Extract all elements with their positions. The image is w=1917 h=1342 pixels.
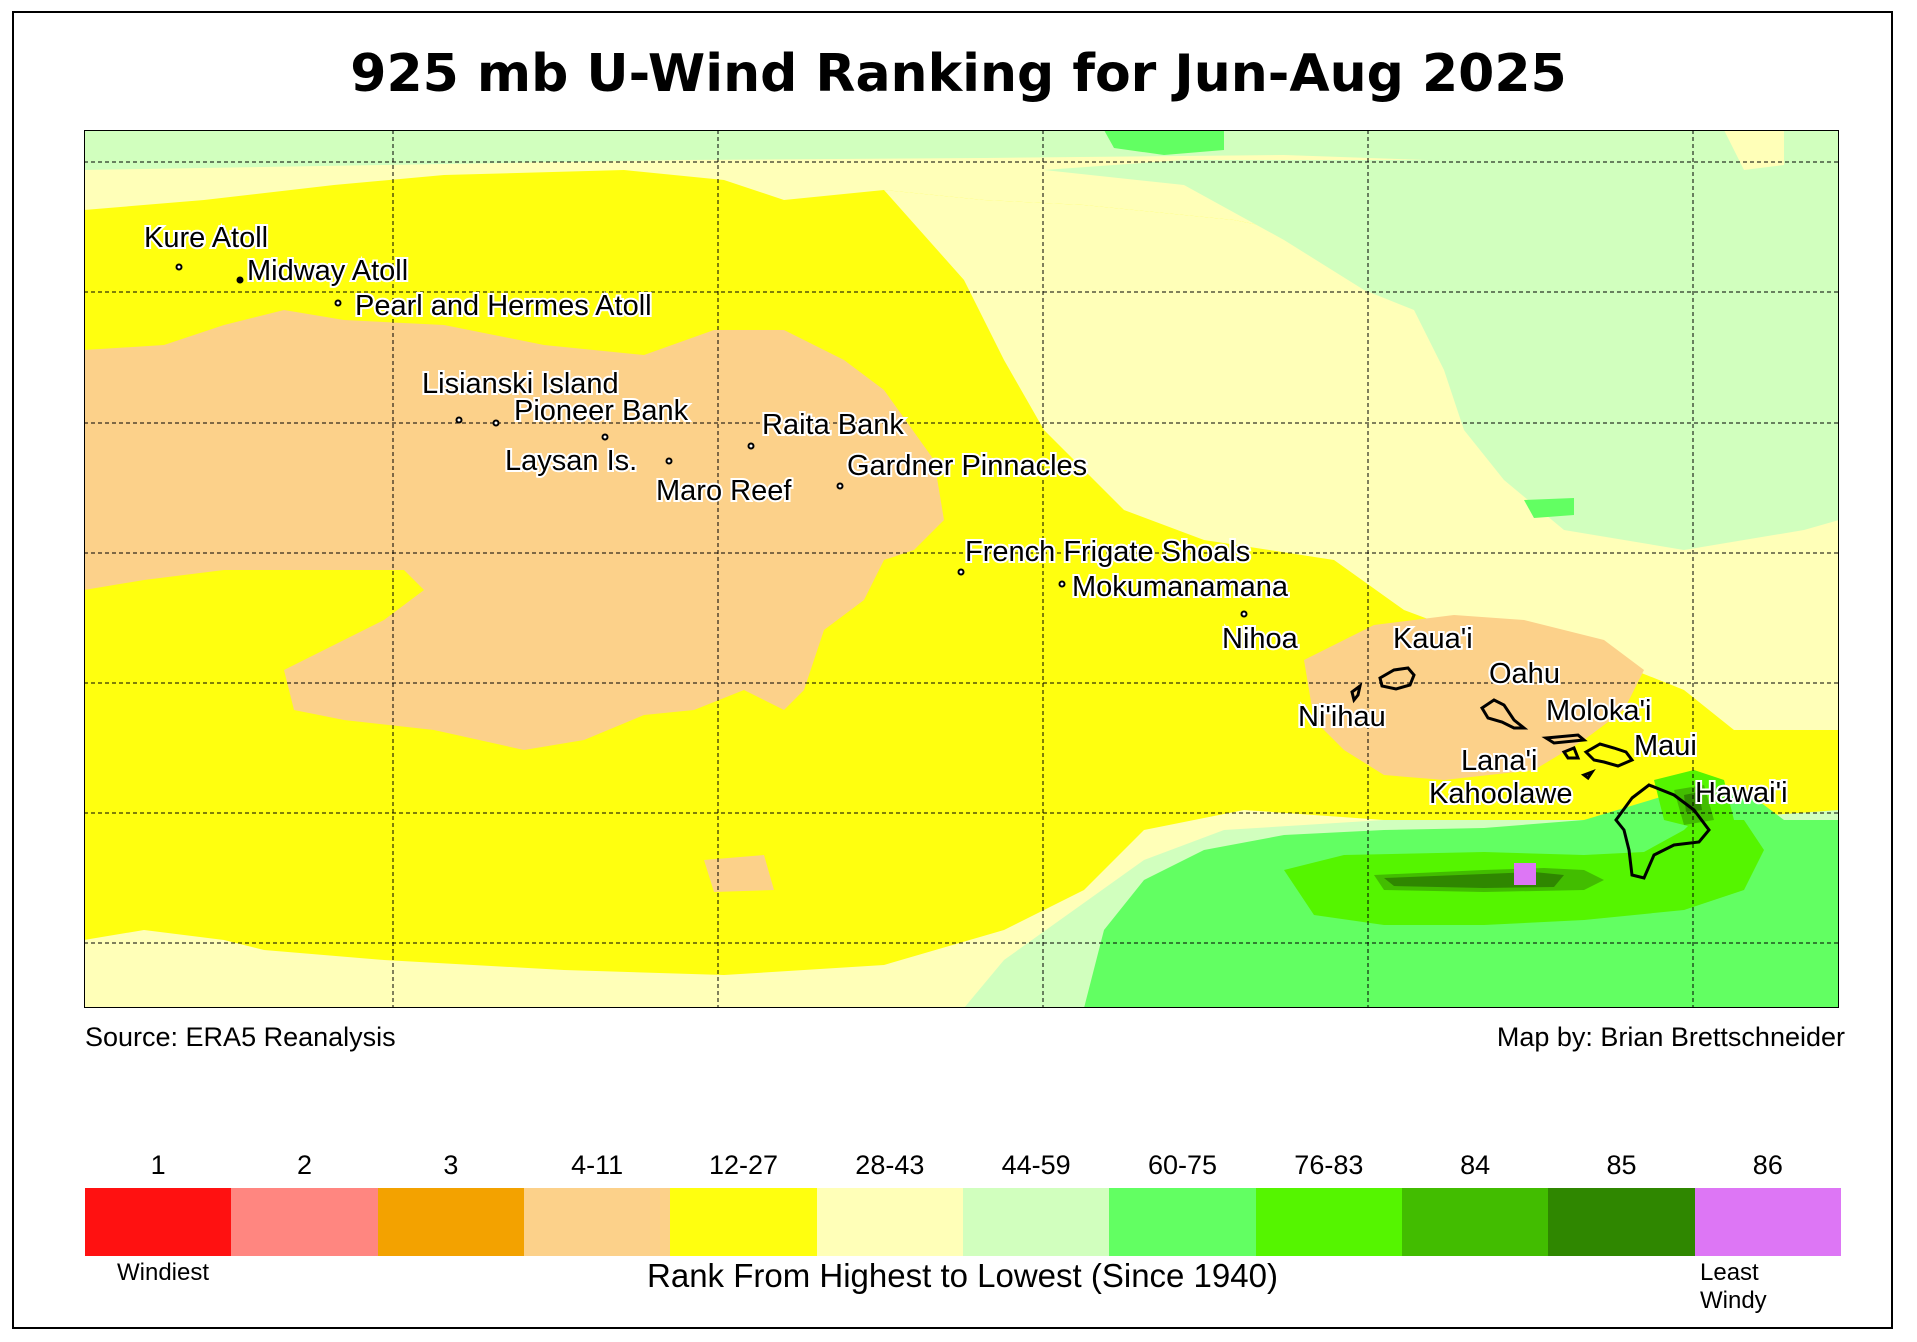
place-labels: Kure Atoll Midway Atoll Pearl and Hermes… (142, 220, 1790, 812)
place-markers (175, 263, 1248, 618)
legend-swatch-4 (523, 1188, 671, 1256)
legend-swatch-9 (1255, 1188, 1402, 1256)
legend-bin-label-1: 1 (150, 1150, 166, 1180)
legend-swatch-11 (1548, 1188, 1695, 1256)
region-4-11-south (704, 855, 774, 892)
hawaii-outline (1614, 783, 1711, 880)
legend-colorbar (85, 1188, 1841, 1256)
legend-swatch-5 (670, 1188, 817, 1256)
label-lisianski-island: Lisianski Island (422, 368, 619, 400)
label-oahu: Oahu (1489, 658, 1560, 690)
region-28-43-corner (1724, 130, 1784, 170)
label-pioneer-bank: Pioneer Bank (514, 395, 689, 427)
map-panel: Kure Atoll Midway Atoll Pearl and Hermes… (84, 130, 1839, 1008)
label-gardner-pinnacles: Gardner Pinnacles (847, 450, 1087, 482)
legend-bin-label-2: 2 (296, 1150, 313, 1180)
legend-high-label: Least Windy (1700, 1259, 1767, 1314)
region-4-11-west (84, 310, 944, 750)
label-nihoa: Nihoa (1222, 623, 1299, 655)
legend-swatch-1 (85, 1188, 232, 1256)
region-44-59-north (84, 130, 1839, 170)
label-laysan-is: Laysan Is. (505, 445, 637, 477)
label-niihau: Ni'ihau (1298, 701, 1386, 733)
legend-low-label: Windiest (117, 1259, 210, 1286)
legend-bin-label-7: 44-59 (1001, 1150, 1071, 1180)
legend-bin-label-4: 4-11 (571, 1150, 624, 1180)
label-lanai: Lana'i (1461, 745, 1538, 777)
legend-bin-label-9: 76-83 (1294, 1150, 1364, 1180)
label-midway-atoll: Midway Atoll (247, 255, 408, 287)
label-french-frigate-shoals: French Frigate Shoals (965, 536, 1250, 568)
source-note: Source: ERA5 Reanalysis (85, 1022, 396, 1052)
island-outlines (1350, 666, 1711, 880)
molokai-outline (1541, 733, 1588, 745)
legend-title: Rank From Highest to Lowest (Since 1940) (647, 1257, 1278, 1294)
region-4-11-east (1304, 615, 1644, 780)
label-kauai: Kaua'i (1393, 623, 1473, 655)
legend-swatch-7 (962, 1188, 1110, 1256)
figure-frame (12, 11, 1893, 1329)
legend-swatch-2 (231, 1188, 378, 1256)
label-molokai: Moloka'i (1546, 695, 1651, 727)
kahoolawe-outline (1580, 768, 1596, 781)
region-60-75-north (1104, 130, 1224, 155)
oahu-outline (1479, 698, 1529, 730)
graticule (84, 130, 1839, 1008)
legend-bin-label-8: 60-75 (1147, 1150, 1218, 1180)
label-kure-atoll: Kure Atoll (144, 222, 268, 254)
maui-outline (1583, 742, 1635, 768)
legend-swatch-12 (1694, 1188, 1841, 1256)
region-86 (1514, 863, 1536, 885)
label-maro-reef: Maro Reef (656, 475, 792, 507)
label-hawaii: Hawai'i (1695, 777, 1788, 809)
map-svg: Kure Atoll Midway Atoll Pearl and Hermes… (84, 130, 1839, 1008)
legend-swatch-6 (816, 1188, 963, 1256)
legend-bin-label-12: 86 (1752, 1150, 1783, 1180)
region-60-75-blotch (1524, 498, 1574, 518)
map-title: 925 mb U-Wind Ranking for Jun-Aug 2025 (350, 44, 1567, 104)
legend-swatch-3 (377, 1188, 524, 1256)
legend-bin-label-6: 28-43 (855, 1150, 925, 1180)
legend-bin-label-11: 85 (1606, 1150, 1637, 1180)
label-pearl-hermes-atoll: Pearl and Hermes Atoll (355, 290, 652, 322)
legend-bin-label-3: 3 (443, 1150, 459, 1180)
label-mokumanamana: Mokumanamana (1072, 571, 1289, 603)
credit-note: Map by: Brian Brettschneider (1496, 1022, 1845, 1052)
legend-swatch-10 (1401, 1188, 1549, 1256)
niihau-outline (1350, 682, 1363, 704)
lanai-outline (1561, 746, 1581, 760)
label-maui: Maui (1634, 730, 1697, 762)
region-28-43-east (884, 190, 1839, 730)
label-kahoolawe: Kahoolawe (1429, 778, 1573, 810)
legend-bin-label-5: 12-27 (708, 1150, 779, 1180)
legend-bin-label-10: 84 (1460, 1150, 1491, 1180)
label-raita-bank: Raita Bank (762, 409, 904, 441)
kauai-outline (1378, 666, 1416, 691)
legend-swatch-8 (1109, 1188, 1256, 1256)
region-44-59-northeast (1044, 150, 1839, 550)
